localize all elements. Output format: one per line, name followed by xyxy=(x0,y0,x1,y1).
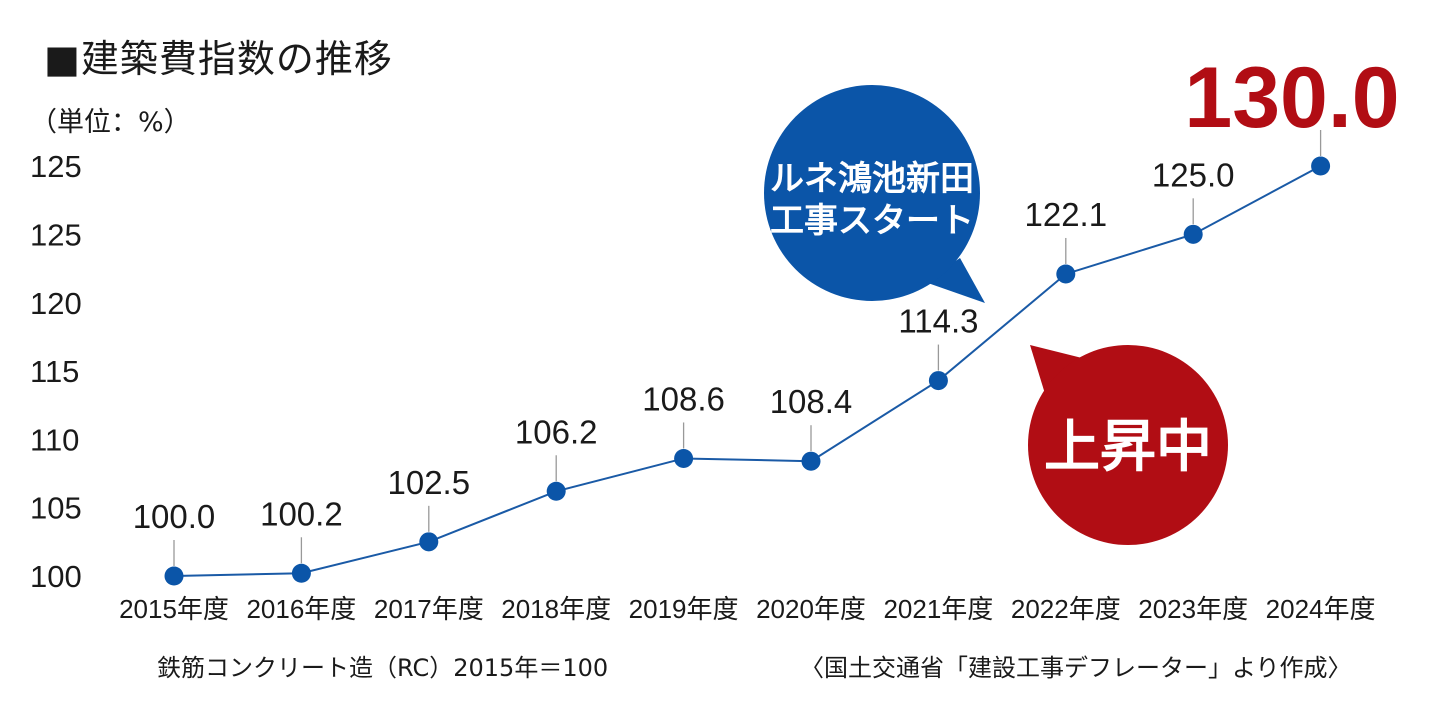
x-axis: 2015年度 2016年度 2017年度 2018年度 2019年度 2020年度 2021… xyxy=(119,594,1375,624)
callout-red-text: 上昇中 xyxy=(1044,415,1212,480)
data-point xyxy=(1183,224,1203,244)
data-label: 122.1 xyxy=(1025,196,1108,233)
x-tick-label: 2020年度 xyxy=(756,594,866,624)
data-point xyxy=(164,566,184,586)
callout-blue-line2: 工事スタート xyxy=(770,201,974,241)
data-point xyxy=(291,563,311,583)
x-tick-label: 2015年度 xyxy=(119,594,229,624)
y-tick-label: 125 xyxy=(30,149,82,184)
x-tick-label: 2022年度 xyxy=(1011,594,1121,624)
chart-title: ■建築費指数の推移 xyxy=(44,37,393,81)
x-tick-label: 2021年度 xyxy=(883,594,993,624)
data-label: 125.0 xyxy=(1152,156,1235,193)
callout-blue-line1: ルネ鴻池新田 xyxy=(770,159,974,199)
data-label: 102.5 xyxy=(388,464,471,501)
highlight-value: 130.0 xyxy=(1184,50,1399,146)
data-label: 108.4 xyxy=(770,383,853,420)
data-label: 114.3 xyxy=(898,303,978,340)
footnote-basis: 鉄筋コンクリート造（RC）2015年＝100 xyxy=(157,654,609,682)
x-tick-label: 2016年度 xyxy=(246,594,356,624)
y-tick-label: 120 xyxy=(30,286,82,321)
data-labels: 100.0 100.2 102.5 106.2 108.6 108.4 114.3 122.1… xyxy=(133,156,1235,535)
data-label: 106.2 xyxy=(515,413,598,450)
data-label: 100.0 xyxy=(133,498,216,535)
callout-red: 上昇中 xyxy=(1028,345,1228,545)
y-axis: 100 105 110 115 120 125 125 xyxy=(30,149,82,594)
data-label: 100.2 xyxy=(260,495,343,532)
data-points xyxy=(164,156,1331,586)
data-point xyxy=(1056,264,1076,284)
series-line xyxy=(173,165,1322,577)
unit-label: （単位：%） xyxy=(30,107,191,138)
data-point xyxy=(1311,156,1331,176)
data-label: 108.6 xyxy=(642,380,725,417)
footnote-source: 〈国土交通省「建設工事デフレーター」より作成〉 xyxy=(800,654,1352,682)
y-tick-label: 110 xyxy=(30,422,79,457)
data-point xyxy=(801,451,821,471)
x-tick-label: 2017年度 xyxy=(374,594,484,624)
y-tick-label: 100 xyxy=(30,559,82,594)
x-tick-label: 2018年度 xyxy=(501,594,611,624)
data-point xyxy=(928,371,948,391)
x-tick-label: 2019年度 xyxy=(629,594,739,624)
x-tick-label: 2023年度 xyxy=(1138,594,1248,624)
x-tick-label: 2024年度 xyxy=(1266,594,1376,624)
data-point xyxy=(674,448,694,468)
y-tick-label: 125 xyxy=(30,218,82,253)
leader-lines xyxy=(173,130,1322,566)
callout-blue: ルネ鴻池新田 工事スタート xyxy=(764,85,985,303)
y-tick-label: 115 xyxy=(30,354,79,389)
data-point xyxy=(546,481,566,501)
data-point xyxy=(419,532,439,552)
y-tick-label: 105 xyxy=(30,491,82,526)
